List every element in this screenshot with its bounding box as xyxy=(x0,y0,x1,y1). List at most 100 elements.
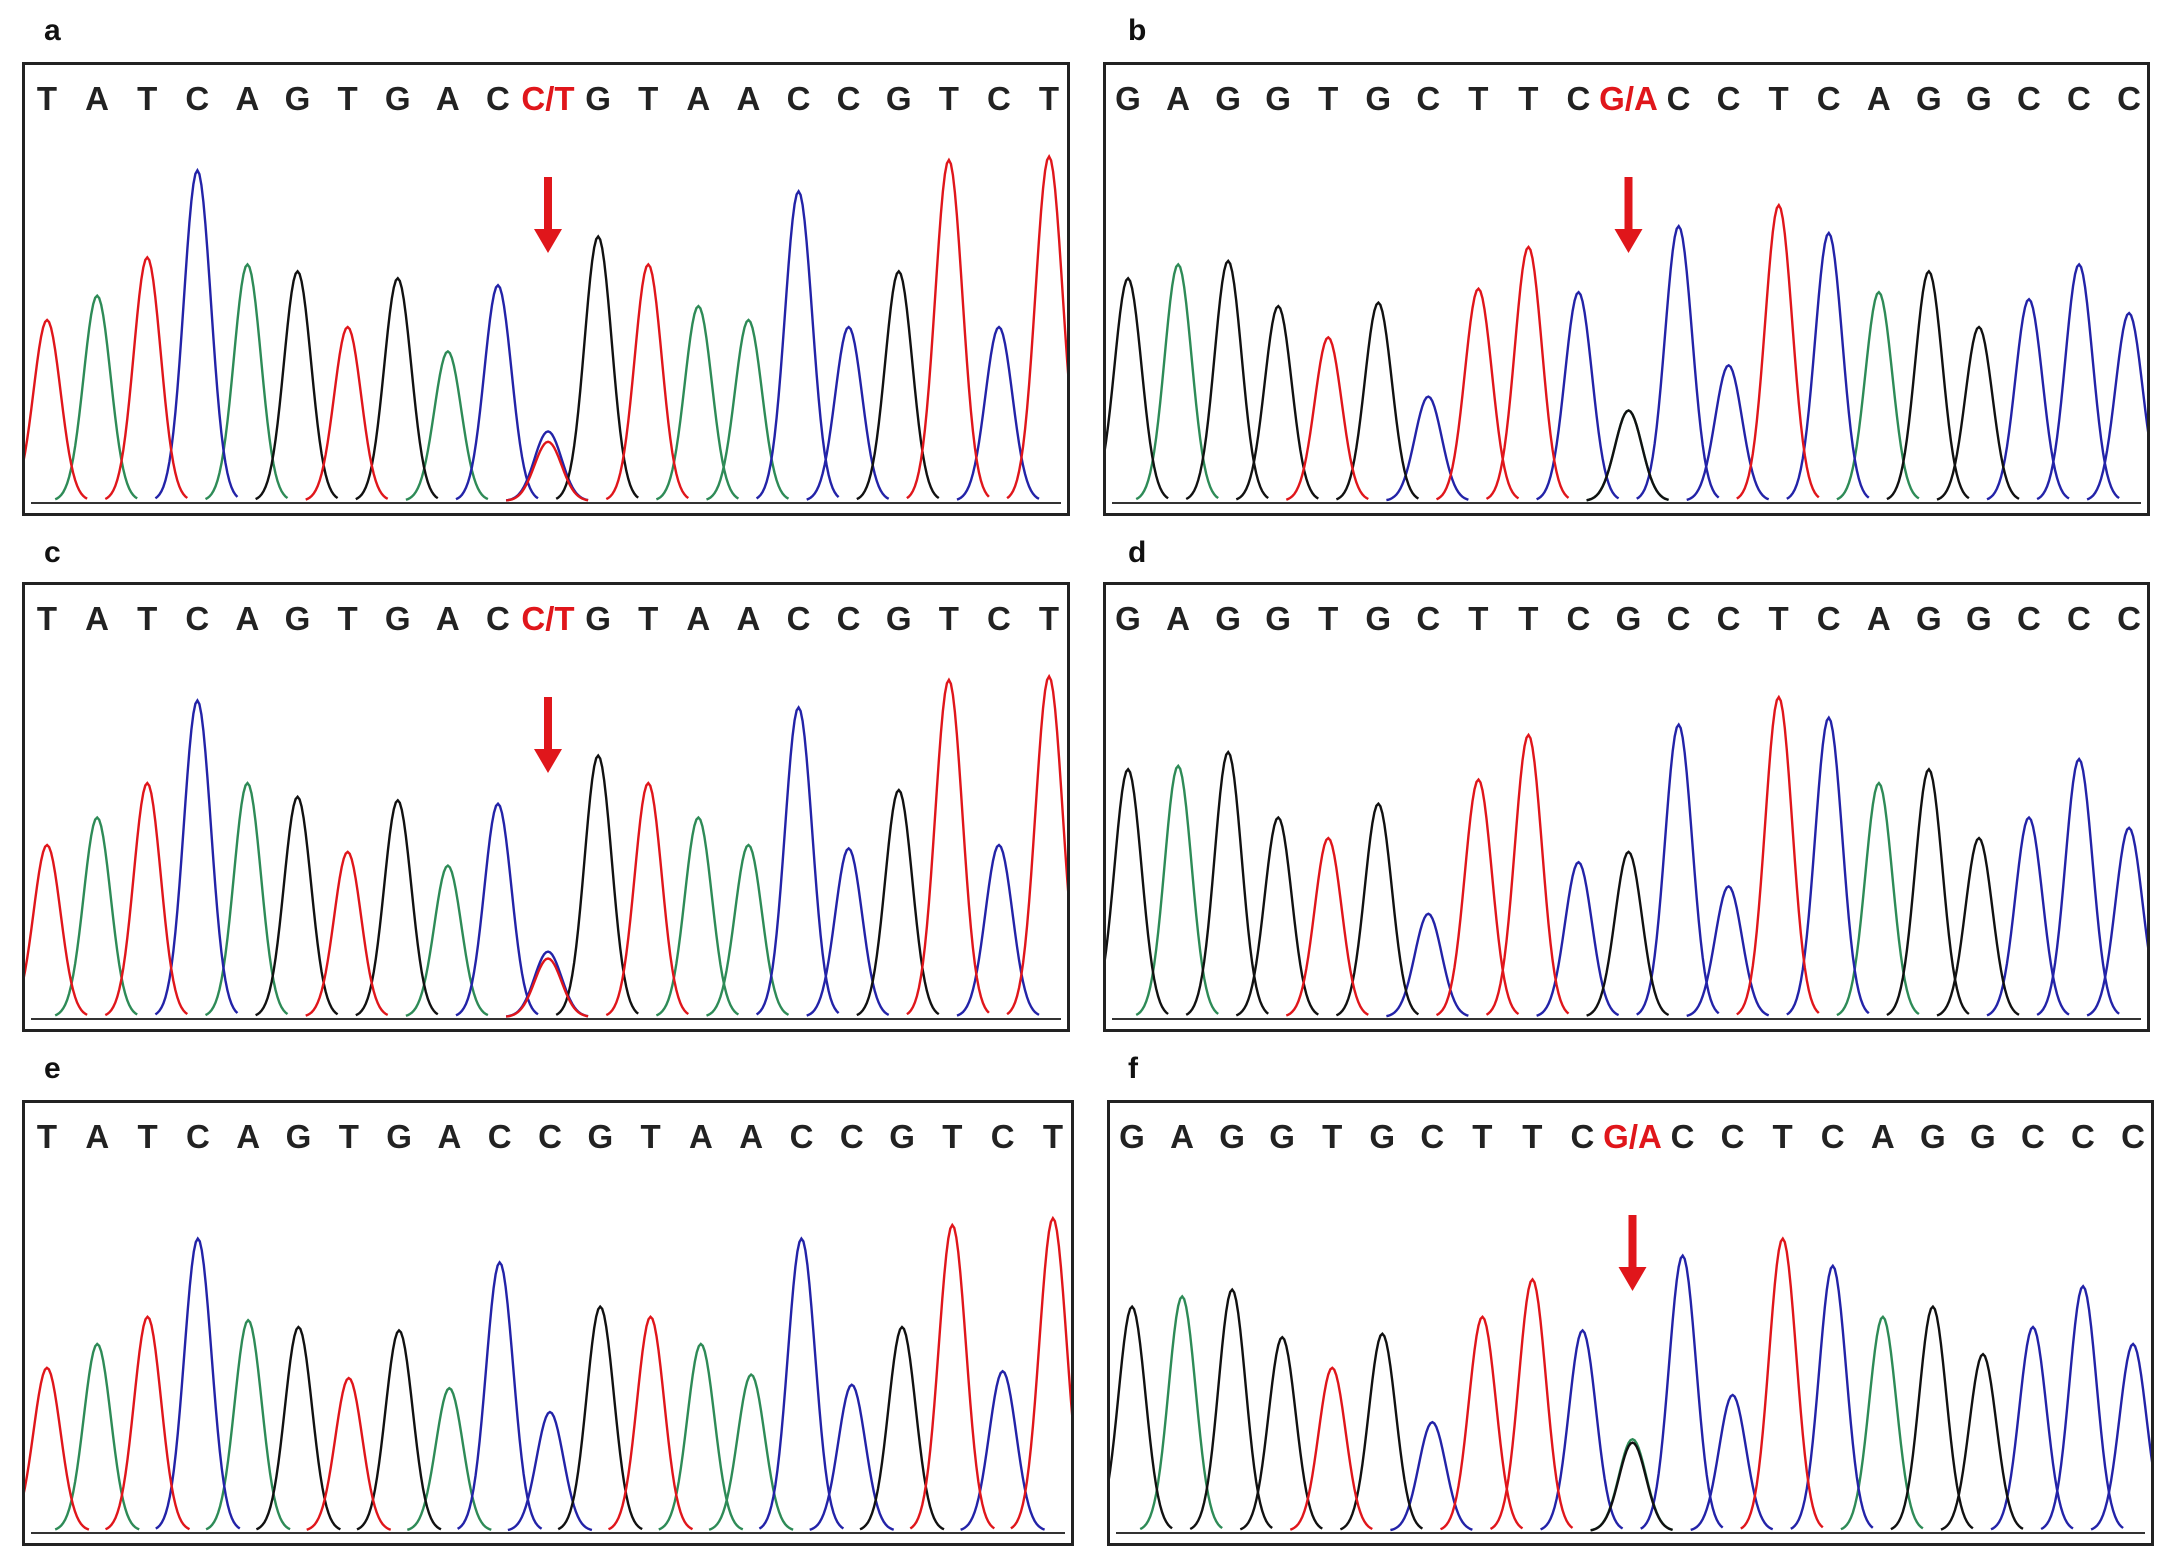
peak-T-10 xyxy=(505,440,589,502)
base-call: G xyxy=(384,80,411,117)
chromatogram-panel-b: G A G G T G C T T C G/A C C T C A G G C C C xyxy=(1103,62,2150,516)
peak-C-9 xyxy=(1536,860,1620,1017)
peak-C-20 xyxy=(2086,311,2147,501)
base-call: T xyxy=(337,80,358,117)
base-call: G xyxy=(1119,1118,1145,1155)
peak-A-13 xyxy=(655,304,740,501)
base-call: G xyxy=(889,1118,915,1155)
base-call: C xyxy=(2117,80,2141,117)
base-call: C xyxy=(2117,600,2141,637)
base-call: G xyxy=(1215,600,1241,637)
base-call: C xyxy=(1816,600,1841,637)
base-call: T xyxy=(1518,600,1539,637)
peak-C-19 xyxy=(956,843,1040,1017)
chromatogram-panel-c: T A T C A G T G A C C/T G T A A C C G T C T xyxy=(22,582,1070,1032)
base-call: T xyxy=(36,80,58,117)
base-call: G xyxy=(1970,1118,1996,1155)
chromatogram-traces xyxy=(1110,1215,2151,1534)
chromatogram-traces xyxy=(25,1215,1071,1534)
peak-C-12 xyxy=(1686,884,1770,1018)
peak-A-8 xyxy=(405,349,489,501)
base-call: G xyxy=(1966,600,1992,637)
base-call: G xyxy=(885,600,912,637)
base-call: G xyxy=(885,80,912,117)
peak-G-11 xyxy=(557,1304,643,1531)
sequence-row: G A G G T G C T T C G/A C C T C A G G C C C xyxy=(1106,75,2147,125)
peak-C-16 xyxy=(809,1383,895,1531)
base-call: C xyxy=(789,1118,814,1155)
peak-A-15 xyxy=(1836,290,1920,501)
peak-C-18 xyxy=(1986,297,2070,501)
peak-A-4 xyxy=(204,781,289,1017)
peak-A-1 xyxy=(1135,763,1219,1016)
variant-arrow-head xyxy=(534,749,562,773)
base-call: G xyxy=(1115,80,1141,117)
base-call: G xyxy=(1915,80,1942,117)
peak-T-6 xyxy=(305,850,389,1017)
sequence-row: T A T C A G T G A C C/T G T A A C C G T C T xyxy=(25,75,1067,125)
base-call: C xyxy=(485,600,510,637)
peak-G-5 xyxy=(1335,300,1420,501)
base-call: C xyxy=(839,1118,864,1155)
chromatogram-traces xyxy=(1106,177,2147,504)
base-call: A xyxy=(235,600,260,637)
chromatogram-panel-f: G A G G T G C T T C G/A C C T C A G G C C C xyxy=(1107,1100,2154,1546)
peak-T-4 xyxy=(1285,836,1369,1017)
base-call: A xyxy=(85,600,110,637)
peak-A-8 xyxy=(406,1386,492,1531)
heterozygous-base-call: G/A xyxy=(1599,80,1658,117)
base-call: T xyxy=(638,80,659,117)
peak-T-6 xyxy=(306,1376,392,1531)
base-call: G xyxy=(1219,1118,1245,1155)
base-call: A xyxy=(1166,80,1190,117)
base-call: T xyxy=(1318,600,1339,637)
peak-C-11 xyxy=(1636,223,1720,500)
peak-A-1 xyxy=(54,1342,140,1531)
peak-A-15 xyxy=(1836,781,1920,1017)
base-call: T xyxy=(137,600,158,637)
peak-T-8 xyxy=(1485,244,1570,500)
base-call: A xyxy=(1166,600,1190,637)
base-call: G xyxy=(386,1118,412,1155)
base-call: C xyxy=(1416,80,1441,117)
panel-label-f: f xyxy=(1128,1052,1138,1085)
peak-A-4 xyxy=(205,1318,291,1531)
peak-G-10 xyxy=(1586,850,1670,1017)
peak-G-17 xyxy=(859,1325,945,1531)
peak-G-11 xyxy=(555,753,639,1016)
peak-C-9 xyxy=(455,801,539,1017)
base-call: T xyxy=(942,1118,963,1155)
peak-C-11 xyxy=(1636,722,1720,1016)
peak-T-13 xyxy=(1740,1236,1824,1530)
base-call: C xyxy=(2121,1118,2145,1155)
peak-T-13 xyxy=(1736,694,1820,1016)
base-call: G xyxy=(585,80,611,117)
panel-label-a: a xyxy=(44,14,61,47)
peak-C-16 xyxy=(806,846,890,1017)
peak-A-8 xyxy=(405,864,489,1017)
peak-T-0 xyxy=(25,318,88,500)
base-call: G xyxy=(285,1118,312,1155)
peak-A-1 xyxy=(1135,262,1219,501)
peak-T-20 xyxy=(1010,1215,1071,1530)
base-call: C xyxy=(1716,600,1741,637)
peak-C-10 xyxy=(505,950,589,1018)
base-call: C xyxy=(786,600,811,637)
peak-G-10 xyxy=(1586,409,1669,502)
base-call: C xyxy=(1666,80,1691,117)
peak-C-19 xyxy=(2040,1284,2124,1531)
base-call: C xyxy=(487,1118,512,1155)
base-call: T xyxy=(1468,600,1489,637)
peak-T-8 xyxy=(1489,1277,1574,1530)
base-call: C xyxy=(1666,600,1691,637)
peak-C-15 xyxy=(755,188,840,500)
heterozygous-base-call: G/A xyxy=(1603,1118,1662,1155)
base-call: C xyxy=(1416,600,1441,637)
peak-G-16 xyxy=(1886,269,1970,501)
peak-T-4 xyxy=(1289,1366,1373,1531)
peak-C-12 xyxy=(1690,1393,1774,1532)
peak-T-12 xyxy=(605,781,690,1017)
base-call: A xyxy=(437,1118,462,1155)
